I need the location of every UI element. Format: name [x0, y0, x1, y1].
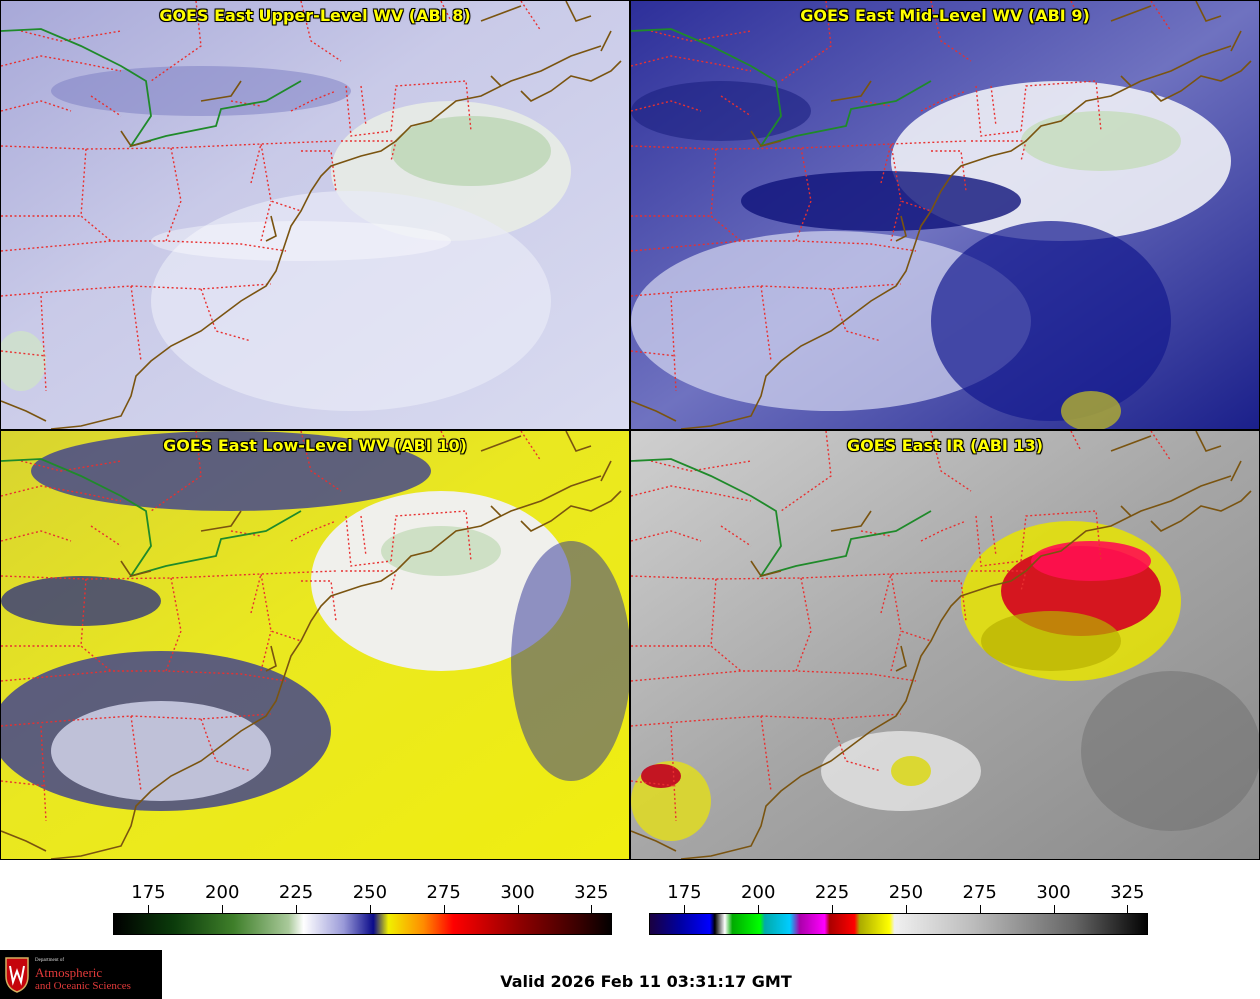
logo-line1: Atmospheric — [35, 965, 103, 980]
tick-label: 200 — [741, 882, 776, 903]
panel-title: GOES East Mid-Level WV (ABI 9) — [800, 6, 1090, 25]
tick-mark — [517, 905, 519, 913]
wv-colorbar: 175 200 225 250 275 300 325 — [0, 860, 630, 950]
logo-line2: and Oceanic Sciences — [35, 980, 131, 992]
tick-mark — [905, 905, 907, 913]
ir-colorbar-gradient — [649, 913, 1148, 935]
wv-colorbar-gradient — [113, 913, 612, 935]
upper-level-wv-map — [1, 1, 629, 429]
ir-panel: GOES East IR (ABI 13) — [630, 430, 1260, 860]
tick-label: 325 — [1110, 882, 1145, 903]
tick-label: 250 — [352, 882, 388, 903]
tick-mark — [1127, 905, 1129, 913]
tick-label: 275 — [426, 882, 461, 903]
tick-label: 275 — [962, 882, 997, 903]
tick-mark — [591, 905, 593, 913]
tick-label: 325 — [574, 882, 609, 903]
tick-mark — [979, 905, 981, 913]
tick-mark — [832, 905, 834, 913]
ir-colorbar: 175 200 225 250 275 300 325 — [0, 860, 1260, 950]
valid-time: Valid 2026 Feb 11 03:31:17 GMT — [500, 972, 792, 991]
tick-label: 225 — [278, 882, 314, 903]
tick-label: 175 — [131, 882, 166, 903]
tick-mark — [758, 905, 760, 913]
tick-mark — [296, 905, 298, 913]
tick-label: 250 — [888, 882, 924, 903]
panel-title: GOES East Upper-Level WV (ABI 8) — [159, 6, 471, 25]
uw-crest-icon — [5, 957, 29, 993]
tick-mark — [684, 905, 686, 913]
logo-dept-text: Department of — [35, 958, 65, 963]
tick-label: 300 — [500, 882, 535, 903]
tick-mark — [222, 905, 224, 913]
mid-level-wv-panel: GOES East Mid-Level WV (ABI 9) — [630, 0, 1260, 430]
tick-label: 225 — [814, 882, 850, 903]
ir-map — [631, 431, 1259, 859]
tick-mark — [443, 905, 445, 913]
mid-level-wv-map — [631, 1, 1259, 429]
panel-title: GOES East Low-Level WV (ABI 10) — [163, 436, 467, 455]
tick-label: 300 — [1036, 882, 1071, 903]
tick-mark — [148, 905, 150, 913]
low-level-wv-map — [1, 431, 629, 859]
tick-label: 175 — [667, 882, 702, 903]
panel-title: GOES East IR (ABI 13) — [846, 436, 1044, 455]
uw-aos-logo: Department of Atmospheric and Oceanic Sc… — [0, 950, 162, 999]
tick-mark — [369, 905, 371, 913]
low-level-wv-panel: GOES East Low-Level WV (ABI 10) — [0, 430, 630, 860]
tick-mark — [1053, 905, 1055, 913]
upper-level-wv-panel: GOES East Upper-Level WV (ABI 8) — [0, 0, 630, 430]
tick-label: 200 — [205, 882, 240, 903]
